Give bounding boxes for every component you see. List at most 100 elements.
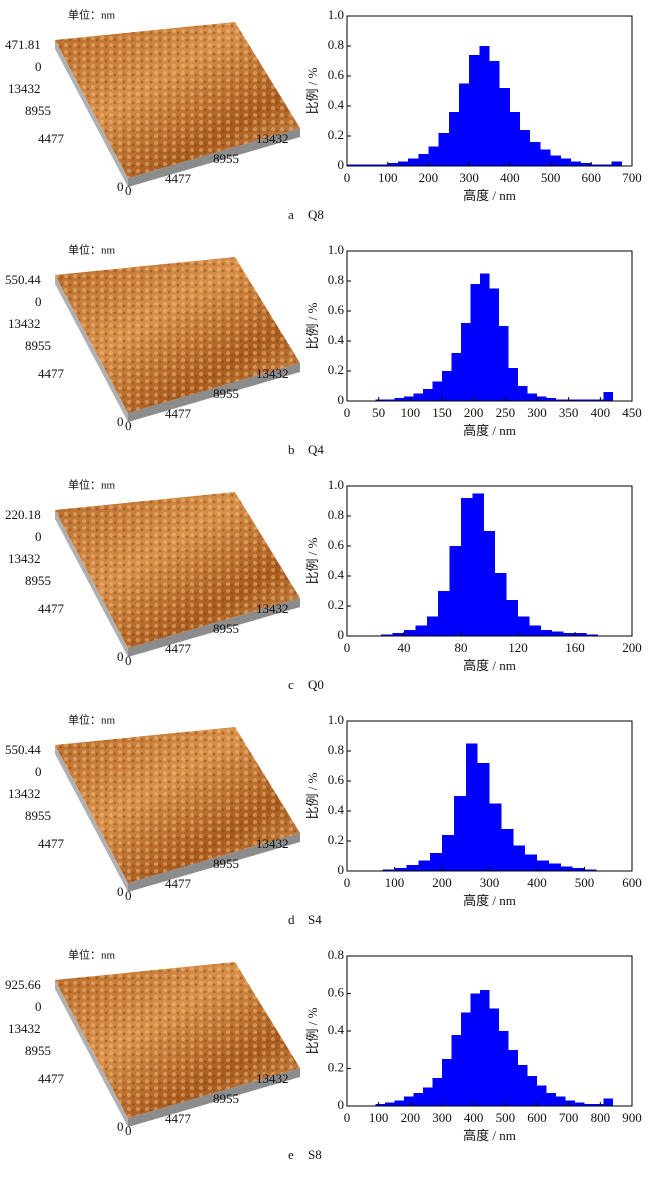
y-tick-label: 0.2 (328, 832, 344, 847)
x-tick-label: 500 (496, 1110, 516, 1125)
y-tick-label: 0.8 (328, 947, 344, 962)
x-axis-label: 高度 / nm (463, 658, 516, 673)
afm-x-tick: 13432 (256, 601, 289, 616)
bar (489, 803, 502, 871)
x-tick-label: 600 (622, 875, 642, 890)
bar (415, 625, 427, 636)
afm-origin: 0 (125, 418, 132, 433)
x-axis-label: 高度 / nm (463, 1128, 516, 1143)
bar (495, 573, 507, 636)
bar (611, 161, 622, 166)
y-tick-label: 0.4 (328, 567, 345, 582)
y-tick-label: 0.6 (328, 772, 345, 787)
bar (449, 546, 461, 636)
bar (426, 616, 439, 636)
bar (423, 389, 433, 401)
bar (509, 112, 521, 166)
bar (367, 164, 378, 166)
bar (438, 133, 449, 166)
y-tick-label: 0.2 (328, 127, 344, 142)
afm-origin: 0 (125, 653, 132, 668)
x-axis-label: 高度 / nm (463, 423, 516, 438)
y-tick-label: 0 (338, 862, 345, 877)
x-tick-label: 600 (527, 1110, 547, 1125)
caption-letter: d (288, 912, 295, 927)
bar (480, 989, 490, 1106)
afm-y-tick: 13432 (8, 786, 41, 801)
y-tick-label: 1.0 (328, 7, 344, 22)
afm-x-tick: 8955 (213, 856, 239, 871)
afm-z-zero: 0 (35, 999, 42, 1014)
afm-z-zero: 0 (35, 294, 42, 309)
x-tick-label: 100 (401, 405, 421, 420)
bar (513, 845, 526, 871)
y-tick-label: 0.4 (328, 332, 345, 347)
afm-origin: 0 (125, 183, 132, 198)
bar (584, 869, 597, 871)
y-axis-label: 比例 / % (305, 302, 320, 349)
afm-y-tick: 13432 (8, 81, 41, 96)
y-tick-label: 0 (338, 1097, 345, 1112)
x-tick-label: 800 (591, 1110, 611, 1125)
y-tick-label: 0 (338, 392, 345, 407)
y-tick-label: 0.6 (328, 302, 345, 317)
x-tick-label: 300 (527, 405, 547, 420)
bar (428, 146, 439, 166)
bar (438, 591, 450, 636)
bar (563, 633, 575, 636)
afm-x-tick: 4477 (165, 406, 192, 421)
x-tick-label: 350 (559, 405, 579, 420)
afm-side (55, 745, 128, 892)
afm-y-tick: 13432 (8, 1021, 41, 1036)
afm-side (128, 833, 300, 892)
afm-unit: 单位：nm (68, 713, 115, 727)
bar (575, 1102, 585, 1106)
y-tick-label: 0.4 (328, 97, 345, 112)
y-tick-label: 0 (338, 157, 345, 172)
x-tick-label: 300 (432, 1110, 452, 1125)
x-tick-label: 400 (527, 875, 547, 890)
x-tick-label: 120 (508, 640, 528, 655)
y-axis-label: 比例 / % (305, 67, 320, 114)
bar (472, 493, 484, 636)
plot-frame (346, 485, 633, 637)
plot-frame (346, 15, 633, 167)
afm-y-tick: 8955 (25, 338, 51, 353)
afm-texture (55, 257, 300, 413)
afm-z-zero: 0 (35, 59, 42, 74)
y-tick-label: 1.0 (328, 242, 344, 257)
afm-unit: 单位：nm (68, 243, 115, 257)
x-tick-label: 100 (378, 170, 398, 185)
bar (442, 371, 452, 401)
bar (518, 386, 528, 401)
bar (565, 399, 575, 401)
caption-letter: c (288, 677, 294, 692)
bar (594, 399, 604, 401)
bar (565, 1100, 575, 1106)
afm-unit: 单位：nm (68, 8, 115, 22)
afm-y-tick: 4477 (38, 836, 65, 851)
bar (527, 1076, 537, 1106)
bar (520, 130, 531, 166)
bar (408, 158, 419, 166)
x-tick-label: 700 (622, 170, 642, 185)
bar (601, 164, 612, 166)
afm-origin: 0 (117, 1119, 124, 1134)
bar (508, 1049, 518, 1106)
bar (552, 631, 564, 636)
bar (518, 616, 530, 636)
x-tick-label: 250 (496, 405, 516, 420)
y-axis-label: 比例 / % (305, 772, 320, 819)
bar (461, 498, 473, 636)
afm-side (128, 598, 300, 657)
bar (586, 634, 598, 636)
bar (581, 163, 592, 166)
bar (430, 853, 442, 871)
afm-origin: 0 (117, 179, 124, 194)
bar (480, 273, 490, 401)
x-tick-label: 0 (344, 170, 351, 185)
bar (530, 142, 541, 166)
bar (527, 393, 537, 401)
x-tick-label: 400 (500, 170, 520, 185)
caption-name: Q4 (308, 442, 324, 457)
